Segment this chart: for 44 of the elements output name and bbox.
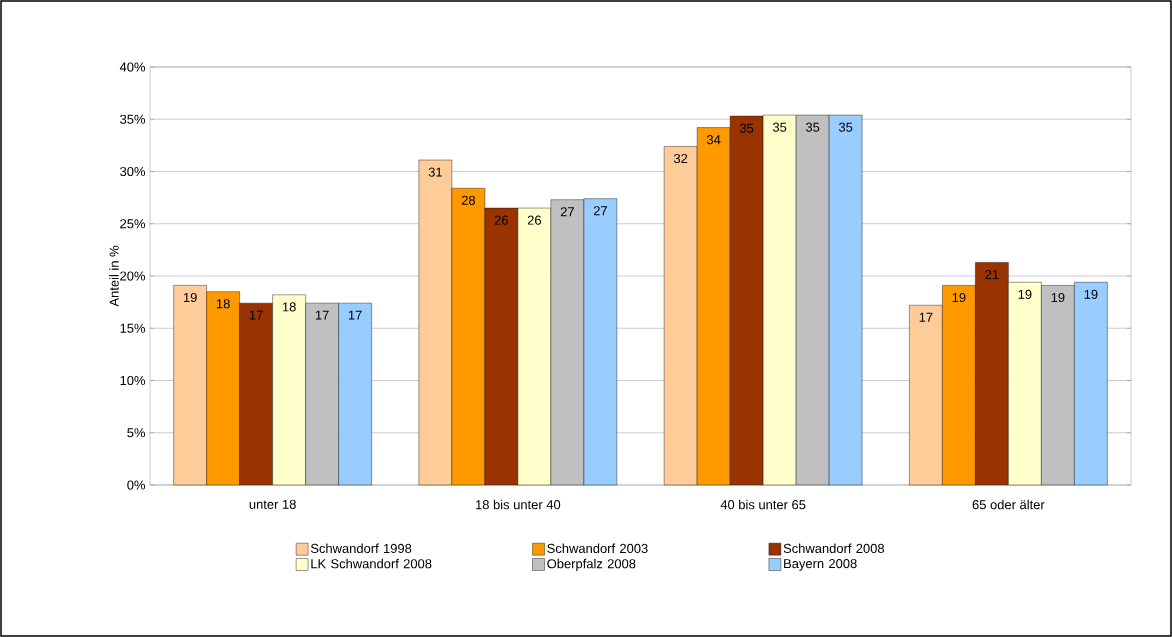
data-label: 19 [183,292,197,303]
y-tick-label: 35% [120,114,146,124]
data-label: 32 [673,153,688,164]
x-tick-label: 40 bis unter 65 [720,499,806,510]
data-label: 19 [952,292,966,303]
x-tick-label: 18 bis unter 40 [476,499,561,510]
x-tick-label: 65 oder älter [972,499,1045,510]
legend-label: Schwandorf 2003 [547,543,648,554]
y-tick-label: 40% [119,62,146,72]
data-label: 34 [706,135,721,145]
x-tick-label: unter 18 [249,499,296,509]
legend-label: Bayern 2008 [784,558,857,571]
data-label: 17 [315,310,329,320]
data-label: 35 [772,122,787,132]
legend-label: Oberpfalz 2008 [547,558,636,571]
data-label: 19 [1084,289,1098,299]
y-tick-label: 15% [120,323,146,333]
y-tick-label: 5% [127,428,146,438]
data-label: 35 [838,122,853,132]
data-label: 31 [428,167,442,177]
data-label: 35 [739,123,754,133]
legend-label: Schwandorf 1998 [310,543,412,554]
y-tick-label: 10% [120,375,146,386]
legend-label: LK Schwandorf 2008 [311,558,432,569]
data-label: 27 [593,206,607,216]
data-label: 18 [282,302,296,312]
data-label: 19 [1051,292,1065,303]
data-label: 28 [461,195,476,205]
data-label: 19 [1018,289,1032,299]
y-tick-label: 0% [127,480,146,490]
data-label: 17 [919,312,933,322]
y-tick-label: 25% [120,219,146,229]
data-label: 17 [348,310,362,320]
legend-label: Schwandorf 2008 [783,543,885,554]
data-label: 35 [805,122,820,132]
y-tick-label: 20% [120,271,146,281]
data-label: 21 [985,269,999,279]
data-label: 27 [560,207,574,217]
data-label: 26 [494,215,509,225]
y-axis-title: Anteil in % [109,245,119,307]
y-tick-label: 30% [120,166,146,177]
data-label: 17 [249,310,263,320]
data-label: 18 [216,299,230,309]
data-label: 26 [527,215,542,225]
